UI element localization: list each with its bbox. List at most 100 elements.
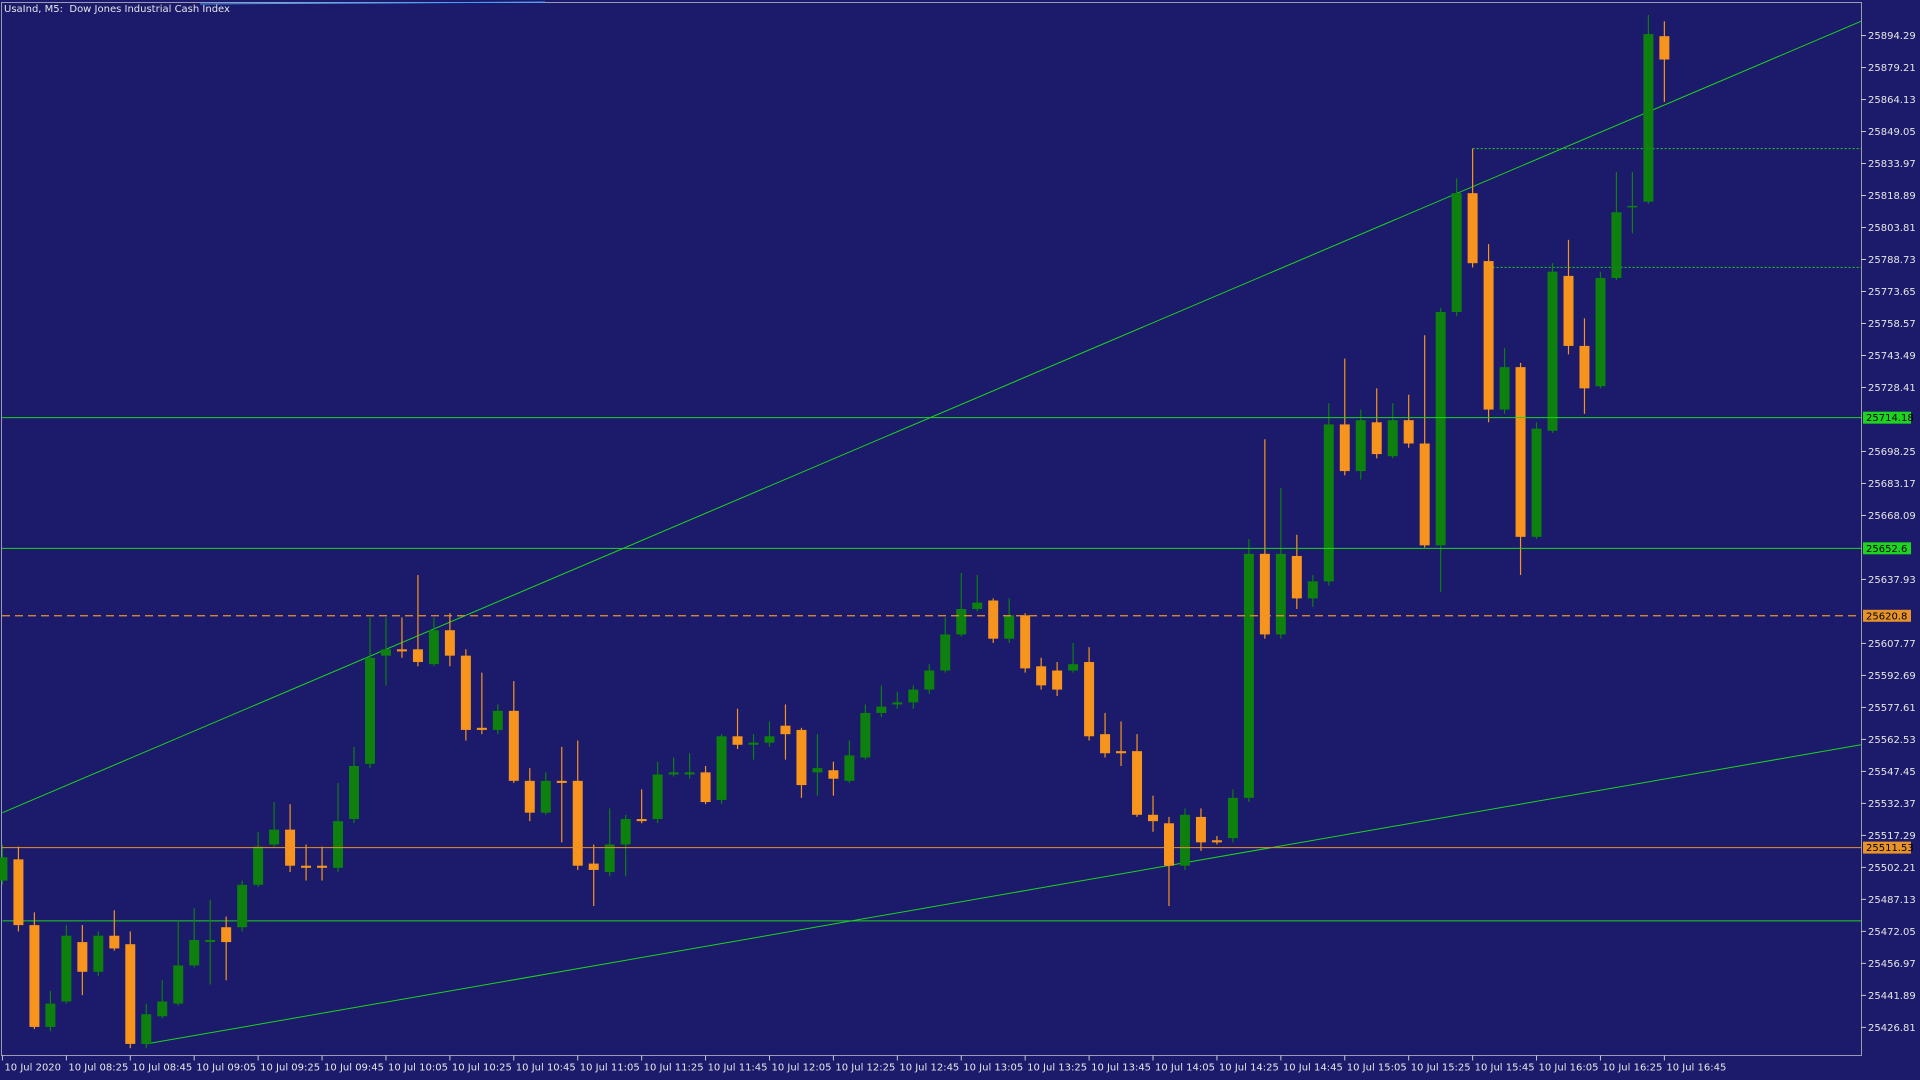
plot-frame bbox=[1, 2, 1862, 1056]
candle-body bbox=[380, 649, 391, 656]
candle-body bbox=[189, 939, 200, 966]
x-tick-label: 10 Jul 10:05 bbox=[388, 1063, 448, 1074]
y-tick-label: 25562.53 bbox=[1868, 735, 1916, 746]
candle-body bbox=[604, 844, 615, 873]
candle-body bbox=[1627, 205, 1638, 208]
candle-body bbox=[1483, 261, 1494, 410]
y-tick-label: 25788.73 bbox=[1868, 255, 1916, 266]
candle-body bbox=[508, 710, 519, 781]
candle-body bbox=[1036, 666, 1047, 686]
y-tick-label: 25517.29 bbox=[1868, 831, 1916, 842]
candle-body bbox=[1563, 275, 1574, 346]
candle-body bbox=[317, 865, 328, 868]
trendline bbox=[146, 744, 1862, 1045]
y-tick-label: 25637.93 bbox=[1868, 575, 1916, 586]
x-tick-label: 10 Jul 10:45 bbox=[516, 1063, 576, 1074]
candle-body bbox=[812, 768, 823, 773]
candle-body bbox=[860, 712, 871, 758]
candle-body bbox=[476, 727, 487, 730]
candle-body bbox=[93, 935, 104, 972]
candle-body bbox=[892, 702, 903, 705]
candle-body bbox=[1387, 420, 1398, 457]
candle-body bbox=[1195, 816, 1206, 843]
y-tick-label: 25456.97 bbox=[1868, 959, 1916, 970]
y-tick-label: 25592.69 bbox=[1868, 671, 1916, 682]
level-tag-label: 25652.6 bbox=[1866, 544, 1907, 555]
candle-body bbox=[1068, 664, 1079, 671]
level-tag bbox=[1863, 841, 1911, 854]
candle-body bbox=[876, 706, 887, 713]
x-tick-label: 10 Jul 11:25 bbox=[644, 1063, 704, 1074]
candle-body bbox=[221, 927, 232, 943]
candle-body bbox=[301, 865, 312, 868]
y-tick-label: 25607.77 bbox=[1868, 639, 1916, 650]
candle-body bbox=[1307, 581, 1318, 599]
x-tick-label: 10 Jul 12:45 bbox=[899, 1063, 959, 1074]
level-tag bbox=[1863, 542, 1911, 555]
candle-body bbox=[668, 772, 679, 775]
candle-body bbox=[988, 600, 999, 639]
candle-body bbox=[77, 942, 88, 972]
x-tick-label: 10 Jul 11:45 bbox=[708, 1063, 768, 1074]
y-tick-label: 25728.41 bbox=[1868, 383, 1916, 394]
x-tick-label: 10 Jul 14:25 bbox=[1219, 1063, 1279, 1074]
candle-body bbox=[364, 657, 375, 764]
candle-body bbox=[1355, 420, 1366, 472]
x-tick-label: 10 Jul 16:05 bbox=[1539, 1063, 1599, 1074]
candle-body bbox=[732, 736, 743, 745]
x-tick-label: 10 Jul 15:05 bbox=[1347, 1063, 1407, 1074]
candle-body bbox=[1531, 428, 1542, 537]
x-tick-label: 10 Jul 09:05 bbox=[196, 1063, 256, 1074]
candle-body bbox=[1579, 345, 1590, 389]
candle-body bbox=[173, 965, 184, 1004]
y-tick-label: 25818.89 bbox=[1868, 191, 1916, 202]
candle-body bbox=[1435, 311, 1446, 546]
candle-body bbox=[109, 935, 120, 949]
y-tick-label: 25426.81 bbox=[1868, 1023, 1916, 1034]
y-tick-label: 25547.45 bbox=[1868, 767, 1916, 778]
level-tag-label: 25620.8 bbox=[1866, 611, 1907, 622]
candle-body bbox=[333, 821, 344, 868]
y-tick-label: 25833.97 bbox=[1868, 159, 1916, 170]
candle-body bbox=[1643, 34, 1654, 202]
y-tick-label: 25487.13 bbox=[1868, 895, 1916, 906]
candle-body bbox=[396, 649, 407, 652]
candle-body bbox=[780, 725, 791, 735]
x-tick-label: 10 Jul 13:45 bbox=[1091, 1063, 1151, 1074]
candle-body bbox=[1116, 751, 1127, 754]
candle-body bbox=[1595, 278, 1606, 387]
candle-body bbox=[237, 884, 248, 928]
x-tick-label: 10 Jul 12:05 bbox=[771, 1063, 831, 1074]
candle-body bbox=[460, 655, 471, 730]
candle-body bbox=[524, 780, 535, 813]
candle-body bbox=[540, 780, 551, 813]
candle-body bbox=[1100, 734, 1111, 754]
candle-body bbox=[412, 649, 423, 663]
candle-body bbox=[940, 634, 951, 671]
candle-body bbox=[1020, 615, 1031, 669]
candle-body bbox=[1179, 814, 1190, 866]
candle-body bbox=[764, 736, 775, 743]
level-tag-label: 25714.18 bbox=[1866, 413, 1914, 424]
candle-body bbox=[1611, 212, 1622, 279]
candle-body bbox=[1659, 36, 1670, 60]
candle-body bbox=[444, 630, 455, 656]
y-tick-label: 25743.49 bbox=[1868, 351, 1916, 362]
candle-body bbox=[924, 670, 935, 690]
x-tick-label: 10 Jul 08:45 bbox=[132, 1063, 192, 1074]
x-tick-label: 10 Jul 09:45 bbox=[324, 1063, 384, 1074]
candle-body bbox=[1323, 424, 1334, 582]
x-tick-label: 10 Jul 10:25 bbox=[452, 1063, 512, 1074]
candle-body bbox=[492, 710, 503, 730]
x-tick-label: 10 Jul 13:25 bbox=[1027, 1063, 1087, 1074]
y-tick-label: 25441.89 bbox=[1868, 991, 1916, 1002]
candle-body bbox=[29, 925, 40, 1027]
y-tick-label: 25758.57 bbox=[1868, 319, 1916, 330]
candle-body bbox=[269, 829, 280, 845]
y-tick-label: 25773.65 bbox=[1868, 287, 1916, 298]
candle-body bbox=[1291, 555, 1302, 599]
x-tick-label: 10 Jul 11:05 bbox=[580, 1063, 640, 1074]
x-tick-label: 10 Jul 13:05 bbox=[963, 1063, 1023, 1074]
candle-body bbox=[1227, 797, 1238, 839]
